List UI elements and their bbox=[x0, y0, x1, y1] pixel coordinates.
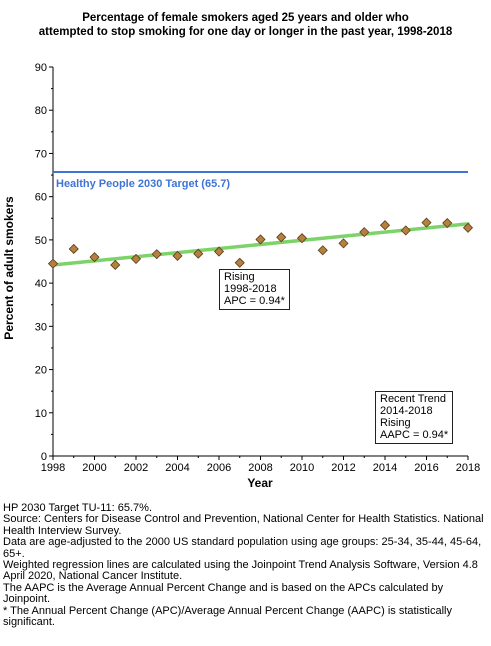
data-point bbox=[317, 245, 328, 256]
x-tick-label: 2004 bbox=[165, 462, 189, 474]
footnote-age-adjustment: Data are age-adjusted to the 2000 US sta… bbox=[3, 536, 482, 560]
y-tick-label: 50 bbox=[35, 235, 47, 247]
chart-title-line-2: attempted to stop smoking for one day or… bbox=[38, 26, 453, 38]
y-tick-label: 60 bbox=[35, 192, 47, 204]
target-label: Healthy People 2030 Target (65.7) bbox=[56, 178, 230, 190]
x-tick-label: 2000 bbox=[82, 462, 106, 474]
y-tick-label: 80 bbox=[35, 105, 47, 117]
footnote-regression: Weighted regression lines are calculated… bbox=[3, 559, 478, 583]
data-point bbox=[400, 225, 411, 236]
footnote-significance: * The Annual Percent Change (APC)/Averag… bbox=[3, 604, 453, 629]
data-point bbox=[276, 232, 287, 243]
x-tick-label: 2008 bbox=[248, 462, 272, 474]
y-tick-label: 90 bbox=[35, 62, 47, 74]
segment-direction: Rising bbox=[224, 271, 255, 283]
data-point bbox=[379, 220, 391, 231]
y-tick-label: 40 bbox=[35, 278, 47, 290]
data-point bbox=[421, 217, 432, 228]
data-point bbox=[338, 238, 349, 249]
data-point bbox=[234, 257, 245, 268]
data-point bbox=[47, 258, 59, 269]
y-tick-label: 10 bbox=[35, 408, 47, 420]
x-tick-label: 1998 bbox=[41, 462, 65, 474]
x-tick-label: 2016 bbox=[414, 462, 438, 474]
recent-trend-annotation: Recent Trend 2014-2018 Rising AAPC = 0.9… bbox=[375, 391, 454, 444]
data-point bbox=[130, 253, 142, 264]
data-point bbox=[255, 234, 266, 245]
x-tick-label: 2012 bbox=[331, 462, 355, 474]
footnote-source: Source: Centers for Disease Control and … bbox=[3, 513, 484, 537]
data-point bbox=[442, 217, 453, 229]
data-point bbox=[89, 252, 100, 263]
segment-trend-annotation: Rising 1998-2018 APC = 0.94* bbox=[219, 269, 290, 310]
x-tick-label: 2014 bbox=[373, 462, 397, 474]
data-point bbox=[193, 248, 204, 259]
footnote-target: HP 2030 Target TU-11: 65.7%. bbox=[3, 502, 152, 514]
chart-title: Percentage of female smokers aged 25 yea… bbox=[0, 11, 491, 39]
data-points bbox=[47, 217, 474, 271]
data-point bbox=[213, 246, 225, 257]
segment-period: 1998-2018 bbox=[224, 283, 277, 295]
data-point bbox=[110, 259, 121, 271]
data-point bbox=[462, 222, 474, 233]
recent-trend-aapc: AAPC = 0.94* bbox=[380, 429, 449, 441]
data-point bbox=[68, 243, 79, 255]
x-tick-label: 2002 bbox=[124, 462, 148, 474]
recent-trend-heading: Recent Trend bbox=[380, 393, 447, 405]
data-point bbox=[172, 250, 183, 261]
y-tick-label: 20 bbox=[35, 365, 47, 377]
data-point bbox=[359, 227, 370, 238]
recent-trend-period: 2014-2018 bbox=[380, 405, 433, 417]
segment-apc: APC = 0.94* bbox=[224, 295, 285, 307]
y-tick-label: 70 bbox=[35, 148, 47, 160]
footnote-aapc: The AAPC is the Average Annual Percent C… bbox=[3, 581, 444, 606]
x-tick-label: 2006 bbox=[207, 462, 231, 474]
x-tick-label: 2010 bbox=[290, 462, 314, 474]
data-point bbox=[151, 249, 162, 260]
y-axis-label: Percent of adult smokers bbox=[2, 196, 16, 340]
y-tick-label: 30 bbox=[35, 321, 47, 333]
y-tick-label: 0 bbox=[41, 451, 47, 463]
recent-trend-direction: Rising bbox=[380, 417, 411, 429]
footnotes: HP 2030 Target TU-11: 65.7%. Source: Cen… bbox=[3, 502, 491, 629]
target-line-group: Healthy People 2030 Target (65.7) bbox=[53, 171, 468, 190]
data-point bbox=[296, 233, 308, 244]
x-axis-label: Year bbox=[247, 476, 273, 490]
x-axis-ticks: 1998 2000 2002 2004 2006 2008 2010 2012 2014 2016… bbox=[41, 456, 480, 474]
x-tick-label: 2018 bbox=[456, 462, 480, 474]
chart-title-line-1: Percentage of female smokers aged 25 yea… bbox=[82, 12, 409, 24]
scatter-chart: 1998 2000 2002 2004 2006 2008 2010 2012 2014 2016… bbox=[2, 62, 480, 490]
